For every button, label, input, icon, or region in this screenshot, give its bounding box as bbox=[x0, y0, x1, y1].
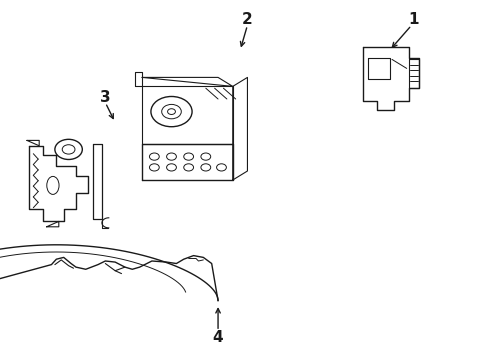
Text: 4: 4 bbox=[213, 330, 223, 345]
Text: 2: 2 bbox=[242, 12, 253, 27]
Text: 3: 3 bbox=[100, 90, 111, 105]
Text: 1: 1 bbox=[409, 12, 419, 27]
